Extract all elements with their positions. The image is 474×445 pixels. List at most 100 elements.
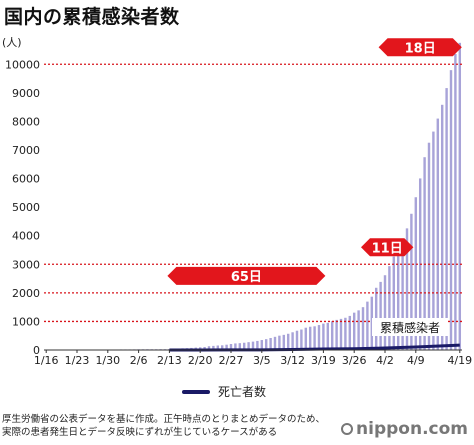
duration-label: 65日 — [231, 270, 262, 285]
case-bar — [423, 157, 426, 350]
case-bar — [273, 336, 277, 350]
case-bar — [335, 319, 338, 350]
x-tick-label: 2/27 — [219, 354, 244, 367]
case-bar — [286, 333, 290, 350]
y-tick-label: 10000 — [5, 58, 40, 71]
case-bar — [282, 334, 286, 350]
case-bar — [317, 325, 321, 350]
case-bar — [247, 342, 250, 350]
case-bar — [313, 326, 316, 350]
case-bar — [344, 317, 347, 350]
x-tick-label: 4/19 — [447, 354, 472, 367]
case-bar — [220, 345, 224, 350]
y-axis: (人) 0 1000 2000 3000 4000 5000 6000 7000 8000 9000… — [2, 36, 462, 357]
y-tick-label: 0 — [33, 344, 40, 357]
x-tick-label: 2/6 — [130, 354, 148, 367]
case-bar — [449, 70, 453, 351]
case-bar — [454, 53, 457, 350]
duration-label: 11日 — [372, 241, 403, 256]
case-bar — [383, 275, 387, 350]
page-title: 国内の累積感染者数 — [4, 6, 180, 28]
case-bar — [392, 256, 396, 350]
case-bar — [361, 307, 365, 350]
duration-arrow — [378, 38, 462, 57]
y-tick-label: 3000 — [12, 258, 40, 271]
case-bar — [295, 330, 299, 350]
case-bar — [396, 245, 400, 350]
case-bar — [229, 344, 233, 350]
case-bar — [225, 344, 228, 350]
case-bar — [330, 321, 334, 350]
case-bar — [339, 318, 343, 350]
case-bar — [348, 315, 352, 350]
case-bar — [405, 228, 409, 350]
x-tick-label: 1/23 — [65, 354, 90, 367]
case-bar — [256, 340, 259, 350]
case-bar — [304, 327, 308, 350]
case-bar — [216, 345, 220, 350]
case-bar — [436, 118, 440, 350]
y-tick-label: 4000 — [12, 230, 40, 243]
case-bar — [238, 343, 242, 350]
case-bar — [357, 310, 360, 350]
case-bar — [269, 338, 272, 350]
case-bar — [242, 342, 246, 350]
y-tick-label: 6000 — [12, 173, 40, 186]
x-tick-label: 4/9 — [407, 354, 425, 367]
case-bar — [366, 301, 369, 350]
credit-text: nippon.com — [356, 419, 468, 439]
case-bar — [300, 329, 303, 350]
legend: 死亡者数 — [182, 383, 266, 400]
case-bar — [427, 142, 431, 350]
case-bar — [352, 312, 356, 350]
nippon-logo-icon — [341, 423, 354, 435]
case-bar — [432, 131, 435, 350]
y-tick-label: 9000 — [12, 87, 40, 100]
case-bar — [440, 104, 444, 350]
case-bar — [401, 238, 404, 350]
x-tick-label: 3/5 — [253, 354, 271, 367]
case-bar — [322, 323, 325, 350]
x-tick-label: 1/16 — [34, 354, 59, 367]
case-bar — [414, 197, 418, 350]
case-bar — [370, 296, 374, 350]
case-bars — [44, 42, 462, 351]
y-tick-label: 1000 — [12, 315, 40, 328]
y-tick-label: 7000 — [12, 144, 40, 157]
legend-death-swatch — [182, 389, 210, 394]
x-tick-label: 3/26 — [342, 354, 367, 367]
case-bar — [234, 343, 237, 350]
y-tick-label: 5000 — [12, 201, 40, 214]
case-series-label: 累積感染者 — [380, 320, 440, 335]
case-label-bg — [372, 318, 448, 336]
case-bar — [278, 335, 281, 350]
case-bar — [264, 339, 268, 350]
source-note: 厚生労働省の公表データを基に作成。正午時点のとりまとめデータのため、 実際の患者… — [2, 413, 362, 439]
case-bar — [251, 341, 255, 350]
legend-death-label: 死亡者数 — [218, 385, 267, 399]
x-tick-label: 4/2 — [376, 354, 394, 367]
x-tick-label: 3/19 — [311, 354, 336, 367]
case-bar — [291, 332, 294, 350]
y-axis-unit: (人) — [2, 36, 22, 49]
note-line-2: 実際の患者発生日とデータ反映にずれが生じているケースがある — [2, 427, 278, 438]
case-bar — [260, 340, 264, 350]
cumulative-cases-chart: (人) 0 1000 2000 3000 4000 5000 6000 7000 8000 9000… — [2, 36, 472, 367]
x-axis: 1/16 1/23 1/30 2/6 2/13 2/20 2/27 3/5 3/12 3/19 3/… — [34, 350, 472, 367]
y-tick-label: 2000 — [12, 287, 40, 300]
case-bar — [458, 42, 462, 350]
case-bar — [207, 346, 211, 350]
case-bar — [445, 88, 448, 350]
case-bar — [410, 213, 413, 350]
duration-arrow — [167, 266, 326, 285]
note-line-1: 厚生労働省の公表データを基に作成。正午時点のとりまとめデータのため、 — [2, 414, 326, 425]
duration-arrow — [361, 238, 414, 257]
y-tick-label: 8000 — [12, 115, 40, 128]
x-tick-label: 2/13 — [157, 354, 182, 367]
case-bar — [212, 345, 215, 350]
duration-label: 18日 — [405, 41, 436, 56]
annotations: 累積感染者 65日 11日 18日 — [167, 38, 462, 336]
case-bar — [326, 322, 330, 350]
case-bar — [379, 281, 382, 350]
x-tick-label: 3/12 — [280, 354, 305, 367]
